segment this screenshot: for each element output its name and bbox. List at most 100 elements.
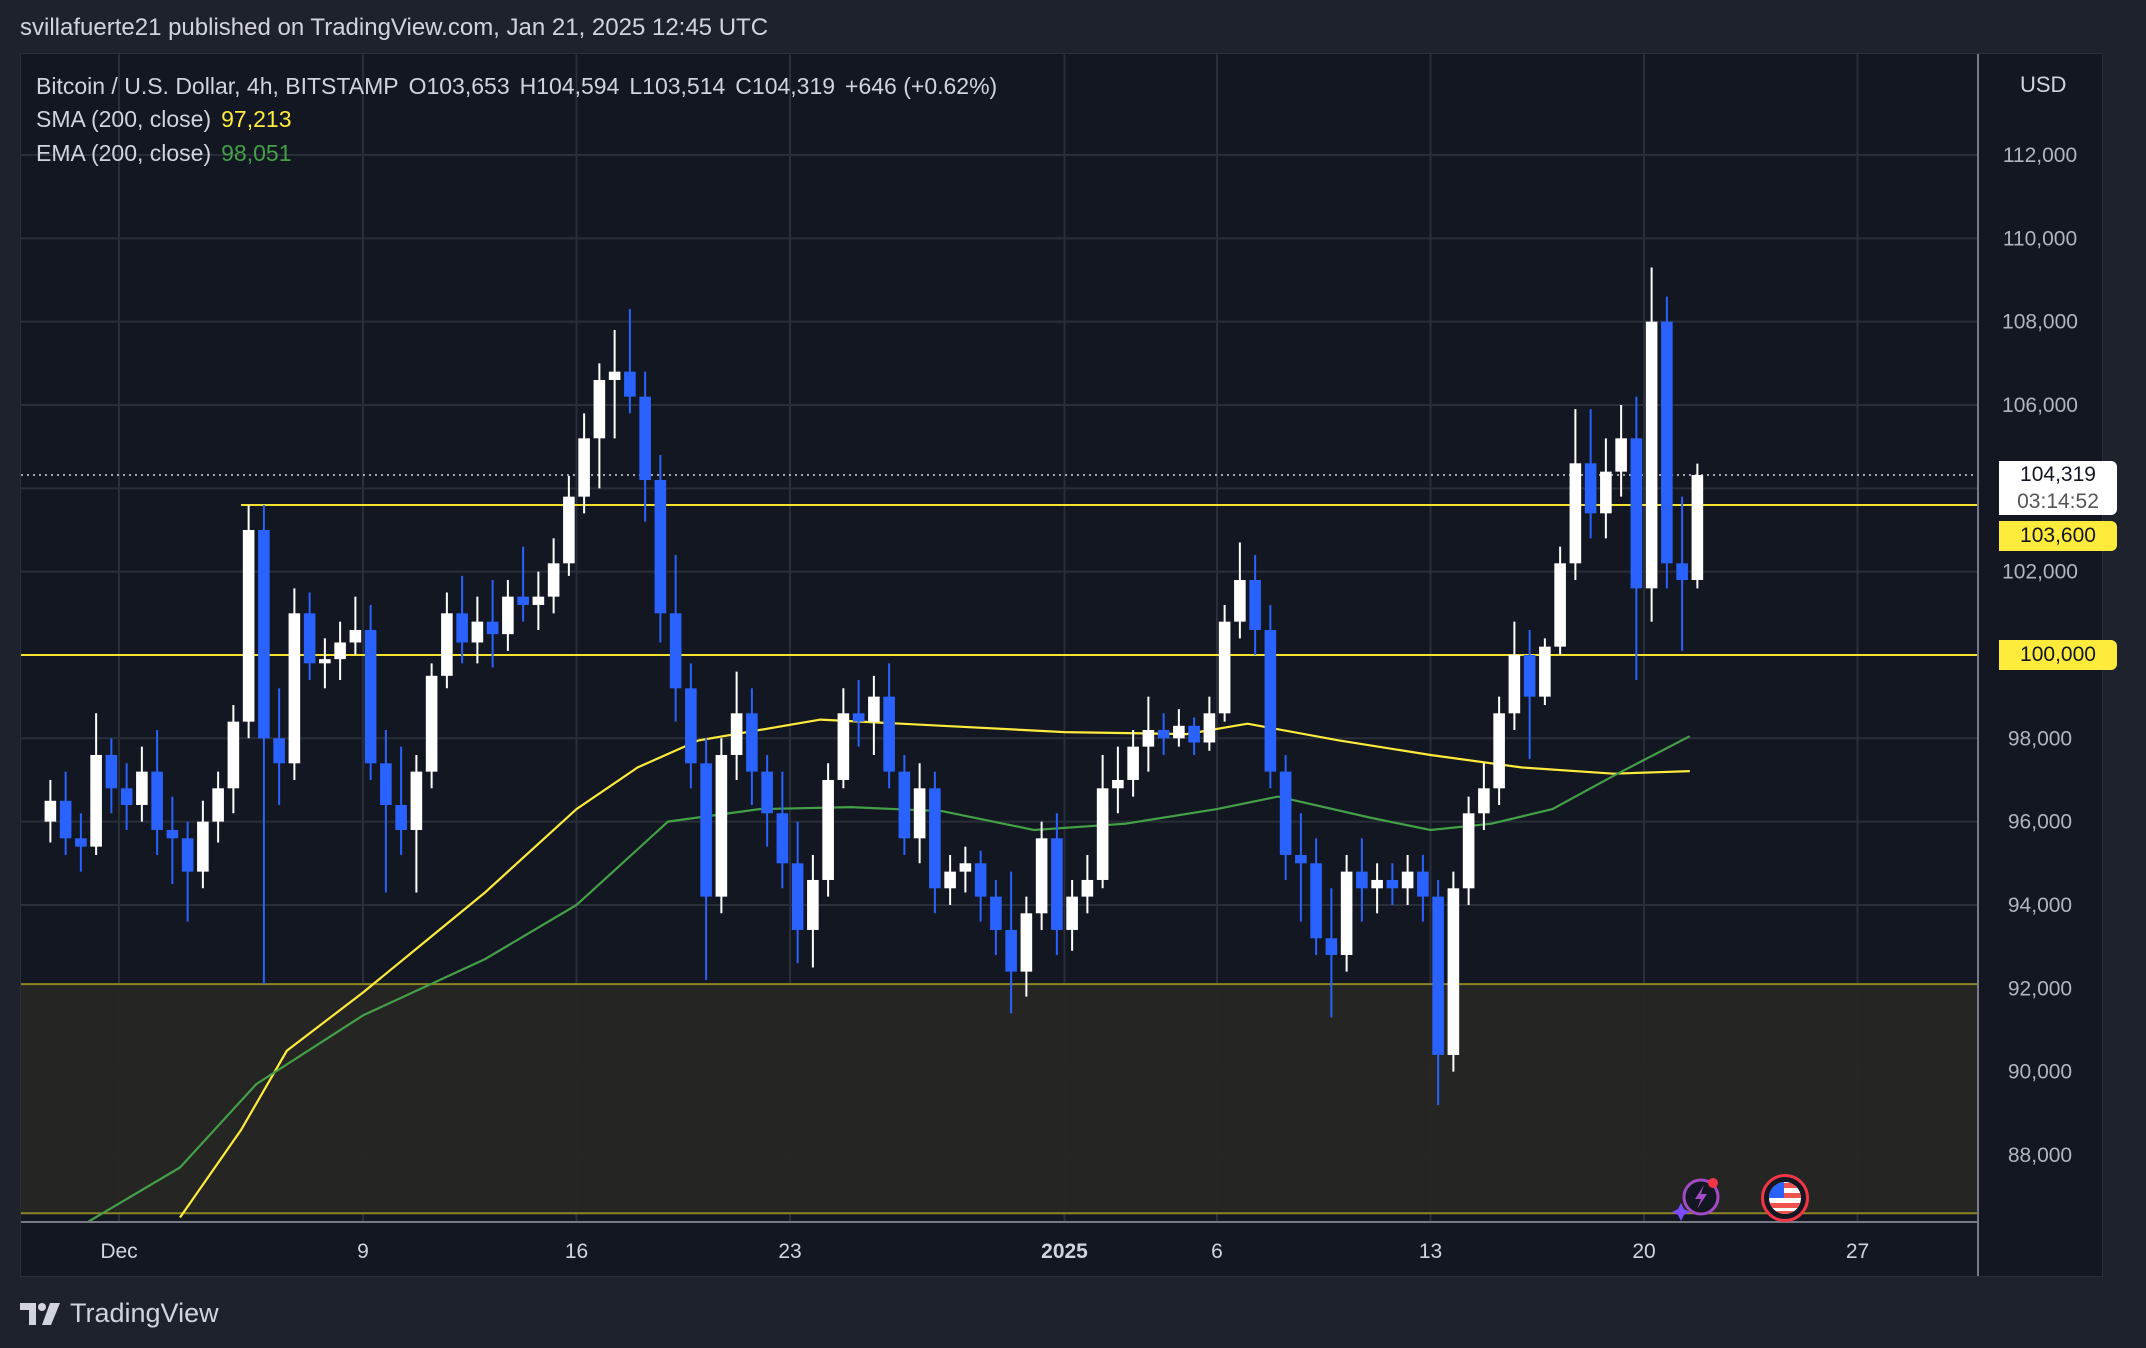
ideas-lightning-icon[interactable]	[1671, 1175, 1720, 1221]
candle-up	[1112, 746, 1124, 814]
sma-legend[interactable]: SMA (200, close) 97,213	[36, 105, 302, 133]
candle-up	[608, 329, 621, 439]
y-tick-label: 92,000	[2008, 977, 2072, 1000]
candle-up	[441, 592, 453, 689]
candle-up	[1554, 546, 1566, 655]
candle-down	[166, 796, 179, 885]
candle-body	[669, 613, 682, 689]
y-tick-label: 88,000	[2008, 1144, 2072, 1167]
candle-body	[1615, 438, 1627, 472]
candle-body	[1447, 888, 1460, 1055]
candle-up	[1615, 404, 1627, 497]
candle-body	[608, 371, 621, 380]
ema-value: 98,051	[221, 140, 292, 166]
candle-down	[120, 763, 133, 830]
symbol-name: Bitcoin / U.S. Dollar, 4h, BITSTAMP	[36, 73, 399, 99]
candle-body	[1539, 646, 1551, 697]
candle-down	[761, 754, 773, 847]
sma-value: 97,213	[221, 106, 292, 132]
candle-up	[1234, 542, 1246, 639]
candle-body	[59, 800, 72, 839]
candle-body	[852, 713, 865, 722]
candle-down	[685, 663, 697, 789]
candle-body	[456, 613, 468, 643]
candle-up	[44, 779, 57, 843]
candle-up	[1569, 409, 1582, 580]
candle-up	[1493, 696, 1505, 805]
candle-down	[639, 371, 651, 522]
candle-up	[349, 596, 362, 655]
axes: 88,000 90,000 92,000 94,000 96,000 98,000 102,…	[21, 54, 2078, 1276]
support-zone-box	[21, 984, 1978, 1214]
ema-legend[interactable]: EMA (200, close) 98,051	[36, 139, 302, 167]
candle-body	[319, 659, 331, 664]
candle-body	[75, 838, 87, 847]
candle-body	[1112, 779, 1124, 789]
candle-up	[502, 579, 514, 651]
candle-body	[1142, 729, 1155, 747]
y-tick-label: 108,000	[2002, 311, 2078, 334]
candle-body	[181, 838, 194, 872]
candle-body	[1035, 838, 1048, 914]
candle-down	[700, 738, 712, 980]
candle-down	[929, 771, 941, 914]
candle-body	[349, 629, 362, 643]
candle-down	[883, 663, 895, 789]
candle-body	[395, 804, 407, 830]
candle-down	[303, 592, 316, 680]
candle-down	[1279, 754, 1292, 880]
candle-body	[776, 813, 789, 864]
candle-up	[1508, 621, 1521, 730]
candle-body	[974, 863, 987, 897]
candle-body	[1020, 913, 1033, 972]
candle-body	[1127, 746, 1139, 780]
candle-up	[807, 854, 819, 968]
candle-up	[563, 475, 575, 576]
candle-body	[1096, 788, 1109, 880]
candle-down	[105, 738, 118, 814]
candle-body	[1279, 771, 1292, 855]
candle-down	[624, 309, 636, 414]
candle-up	[242, 504, 255, 739]
us-flag-economic-event-icon[interactable]	[1761, 1174, 1809, 1222]
candle-body	[1234, 579, 1246, 622]
candle-down	[258, 504, 270, 985]
candle-down	[898, 754, 911, 855]
candle-up	[593, 363, 606, 489]
candle-body	[517, 596, 529, 605]
candle-body	[288, 613, 301, 764]
candle-down	[1051, 813, 1063, 955]
candle-body	[1630, 438, 1643, 589]
candle-up	[1218, 604, 1231, 722]
x-tick-label: 2025	[1041, 1240, 1088, 1263]
candle-down	[1249, 554, 1261, 655]
moving-averages	[87, 718, 1691, 1222]
currency-label[interactable]: USD	[2020, 72, 2067, 97]
ema-label: EMA (200, close)	[36, 140, 212, 166]
x-tick-label: 13	[1419, 1240, 1442, 1263]
candles	[44, 267, 1704, 1105]
candle-body	[1600, 471, 1612, 514]
symbol-legend[interactable]: Bitcoin / U.S. Dollar, 4h, BITSTAMP O103,…	[36, 72, 1007, 100]
candle-up	[959, 846, 972, 893]
candle-up	[1096, 754, 1109, 889]
candle-body	[563, 496, 575, 564]
candle-up	[822, 763, 834, 897]
candle-body	[136, 771, 148, 805]
tradingview-logo[interactable]: TradingView	[20, 1298, 219, 1329]
candle-body	[425, 675, 438, 772]
candle-body	[380, 763, 392, 805]
candle-body	[883, 696, 895, 772]
candle-down	[456, 575, 468, 664]
bar-countdown: 03:14:52	[2017, 490, 2099, 514]
candle-body	[593, 379, 606, 439]
candle-down	[517, 546, 529, 622]
candle-body	[1066, 896, 1078, 930]
candle-body	[410, 771, 423, 830]
candle-body	[791, 863, 804, 930]
candle-down	[380, 729, 392, 893]
candle-up	[1127, 729, 1139, 797]
candle-body	[944, 871, 956, 889]
candle-body	[547, 563, 560, 597]
